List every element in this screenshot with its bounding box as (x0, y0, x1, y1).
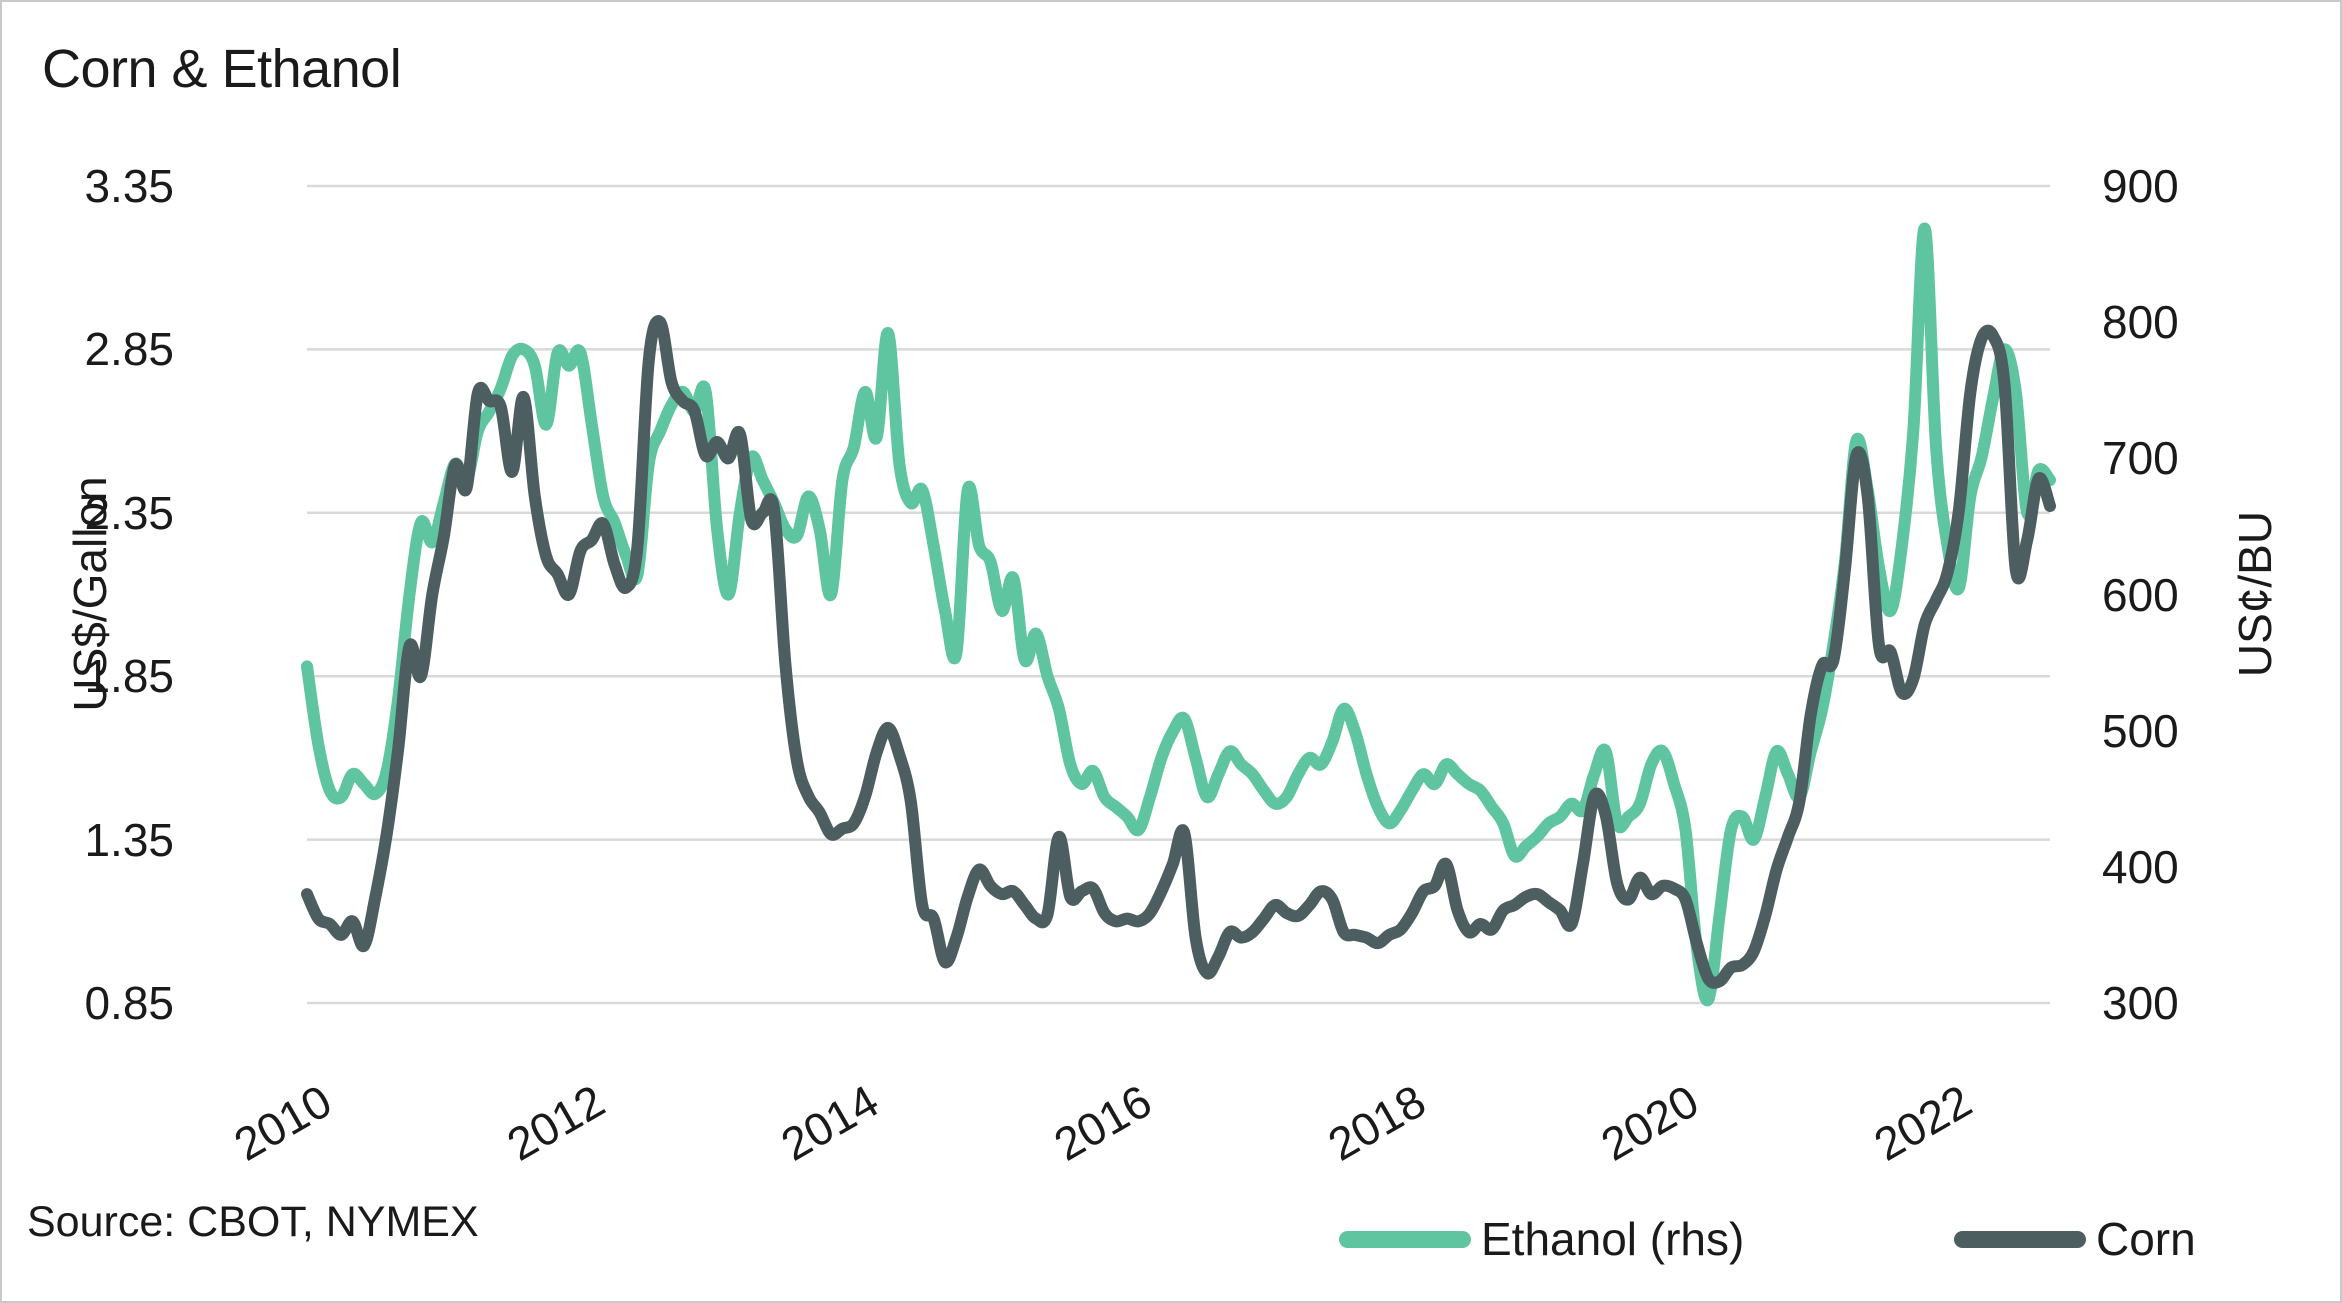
right-axis-title: US¢/BU (2229, 510, 2281, 678)
left-axis-tick: 1.35 (84, 813, 174, 866)
right-axis-tick: 600 (2102, 568, 2179, 621)
right-axis-tick: 300 (2102, 977, 2179, 1029)
left-axis-tick: 2.35 (84, 486, 174, 539)
ethanol-legend-swatch (1339, 1231, 1471, 1248)
right-axis-tick: 400 (2102, 840, 2179, 893)
left-axis-tick: 0.85 (84, 977, 174, 1029)
corn-line (301, 315, 2056, 989)
left-axis-tick: 2.85 (84, 323, 174, 376)
right-axis-tick: 500 (2102, 704, 2179, 757)
left-axis-tick: 3.35 (84, 160, 174, 212)
source-note: Source: CBOT, NYMEX (27, 1198, 479, 1246)
right-axis-tick: 800 (2102, 296, 2179, 349)
corn-legend-swatch (1954, 1231, 2086, 1248)
right-axis-tick: 900 (2102, 160, 2179, 212)
corn-legend-label: Corn (2096, 1213, 2196, 1265)
right-axis-tick: 700 (2102, 432, 2179, 485)
ethanol-line (301, 222, 2056, 1007)
left-axis-title: US$/Gallon (64, 476, 116, 712)
chart-title: Corn & Ethanol (42, 39, 402, 99)
ethanol-legend-label: Ethanol (rhs) (1481, 1213, 1745, 1265)
left-axis-tick: 1.85 (84, 650, 174, 703)
